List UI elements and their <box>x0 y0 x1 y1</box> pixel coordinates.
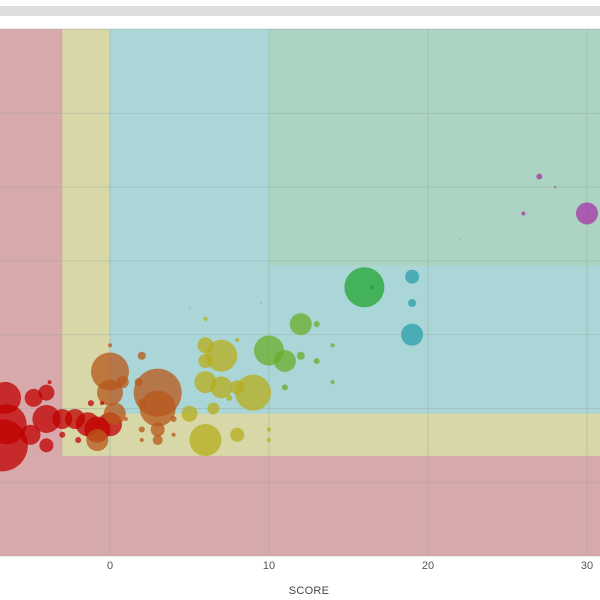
data-point <box>330 343 335 348</box>
data-point <box>207 402 220 415</box>
zone-green <box>269 29 600 267</box>
gridlines <box>0 28 600 557</box>
data-point <box>103 402 126 425</box>
top-scrollbar[interactable] <box>0 6 600 16</box>
data-point <box>116 376 129 389</box>
data-point <box>370 285 375 290</box>
data-point <box>47 380 52 385</box>
data-point <box>344 267 385 308</box>
data-point <box>150 422 165 437</box>
data-point <box>235 337 240 342</box>
data-point <box>65 408 86 429</box>
data-point <box>188 307 191 310</box>
data-point <box>39 438 54 453</box>
data-point <box>137 351 146 360</box>
data-point <box>226 394 233 401</box>
data-point <box>38 384 55 401</box>
data-point <box>260 302 263 305</box>
data-point <box>123 416 128 421</box>
data-point <box>86 429 109 452</box>
data-point <box>408 299 417 308</box>
data-point <box>230 427 245 442</box>
data-point <box>152 435 163 446</box>
data-point <box>267 438 271 443</box>
data-point <box>87 400 94 407</box>
data-point <box>267 427 271 432</box>
data-point <box>134 378 143 387</box>
data-point <box>576 202 598 225</box>
data-point <box>20 424 41 445</box>
data-point <box>281 384 288 391</box>
data-point <box>554 186 557 189</box>
data-point <box>24 388 43 407</box>
data-point <box>181 405 198 422</box>
x-tick-labels: 0 10 20 30 <box>107 560 593 572</box>
data-points <box>0 173 598 472</box>
data-point <box>139 390 176 427</box>
data-point <box>401 323 424 346</box>
data-point <box>139 438 144 443</box>
data-point <box>138 426 145 433</box>
data-point <box>197 337 214 354</box>
data-point <box>32 404 61 433</box>
data-point <box>59 431 66 438</box>
data-point <box>405 269 420 284</box>
data-point <box>235 374 272 411</box>
data-point <box>289 313 312 336</box>
data-point <box>230 380 245 395</box>
data-point <box>137 399 146 408</box>
data-point <box>75 437 82 444</box>
x-axis-title: SCORE <box>289 585 330 597</box>
data-point <box>108 343 112 348</box>
zone-bands <box>0 29 600 556</box>
data-point <box>203 316 208 321</box>
data-point <box>536 173 543 180</box>
data-point <box>210 376 233 399</box>
data-point <box>198 354 213 369</box>
data-point <box>205 339 238 372</box>
data-point <box>189 424 222 457</box>
data-point <box>313 321 320 328</box>
data-point <box>171 432 176 437</box>
data-point <box>313 358 320 365</box>
x-tick-label: 20 <box>422 560 434 572</box>
x-tick-label: 10 <box>263 560 275 572</box>
data-point <box>296 351 305 360</box>
data-point <box>521 211 526 216</box>
x-tick-label: 0 <box>107 560 113 572</box>
data-point <box>458 238 461 241</box>
data-point <box>100 401 105 406</box>
data-point <box>0 381 22 414</box>
data-point <box>273 350 296 373</box>
x-tick-label: 30 <box>581 560 593 572</box>
data-point <box>330 380 335 385</box>
data-point <box>170 415 177 422</box>
data-point <box>97 379 123 406</box>
data-point <box>0 404 27 445</box>
